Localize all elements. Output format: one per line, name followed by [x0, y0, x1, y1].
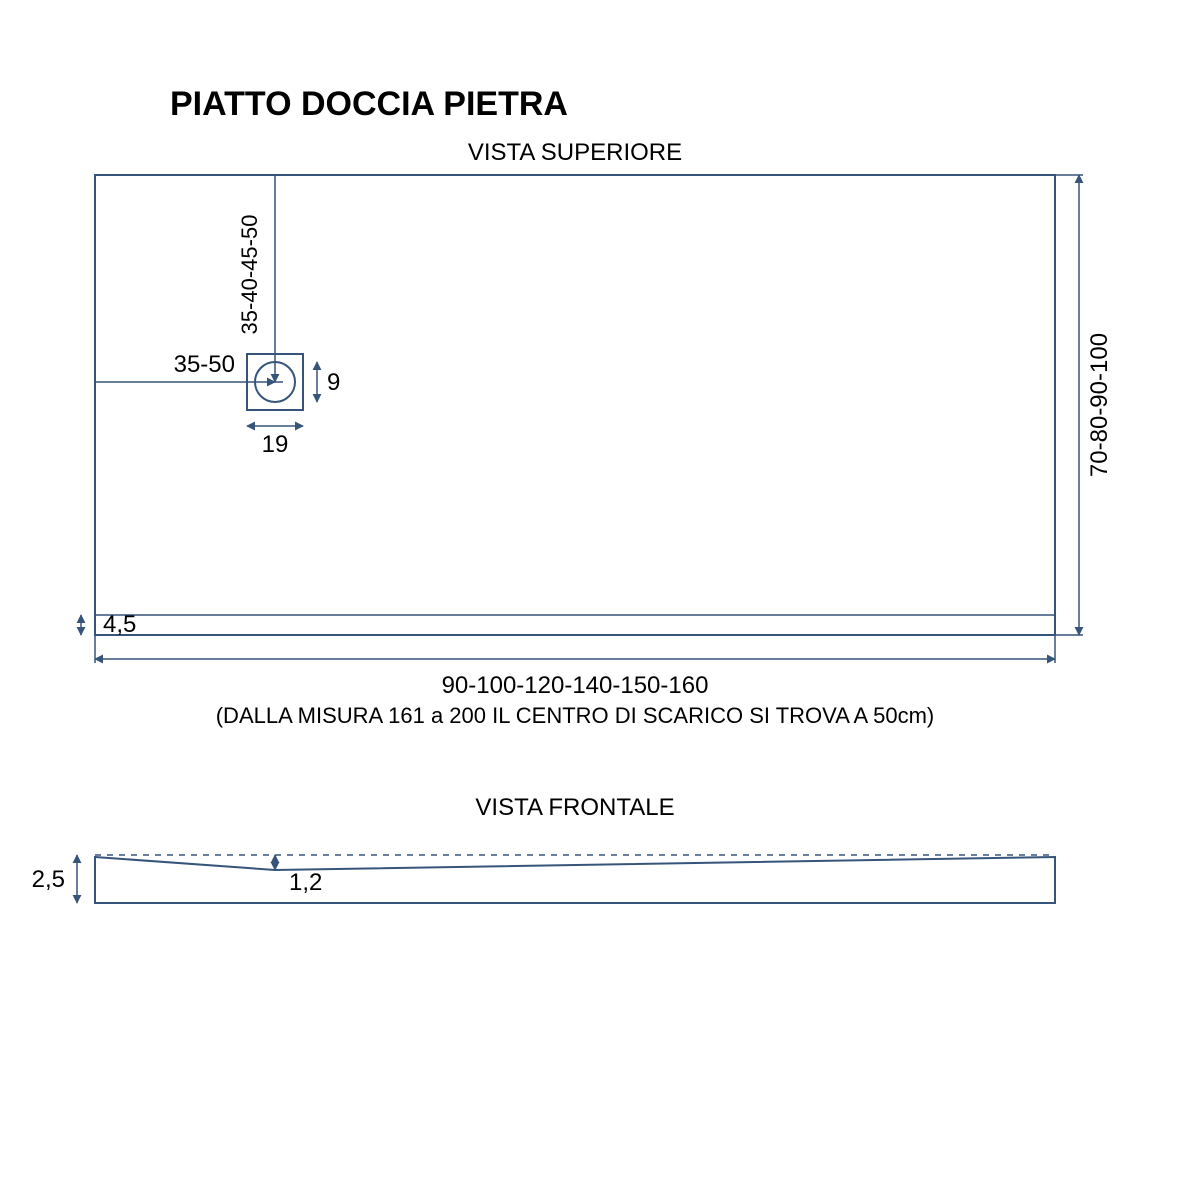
dim-front-dip: 1,2	[289, 869, 322, 896]
front-view-label: VISTA FRONTALE	[475, 794, 674, 821]
front-view: 2,5 1,2	[32, 855, 1055, 903]
page-title: PIATTO DOCCIA PIETRA	[170, 85, 568, 123]
dim-height: 70-80-90-100	[1086, 333, 1113, 477]
dim-drain-from-top: 35-40-45-50	[237, 215, 262, 335]
dim-front-height: 2,5	[32, 866, 65, 893]
dim-drain-circle: 9	[327, 369, 340, 396]
technical-drawing: PIATTO DOCCIA PIETRA VISTA SUPERIORE 35-…	[0, 0, 1200, 1200]
top-view: 35-40-45-50 35-50 9 19 4,5 90-100-120-14…	[81, 175, 1113, 728]
dim-drain-square: 19	[262, 431, 289, 458]
top-view-label: VISTA SUPERIORE	[468, 139, 682, 166]
dim-width-note: (DALLA MISURA 161 a 200 IL CENTRO DI SCA…	[216, 703, 935, 728]
dim-drain-from-left: 35-50	[174, 351, 235, 378]
front-outline	[95, 857, 1055, 903]
dim-bottom-strip: 4,5	[103, 611, 136, 638]
dim-width: 90-100-120-140-150-160	[442, 672, 709, 699]
